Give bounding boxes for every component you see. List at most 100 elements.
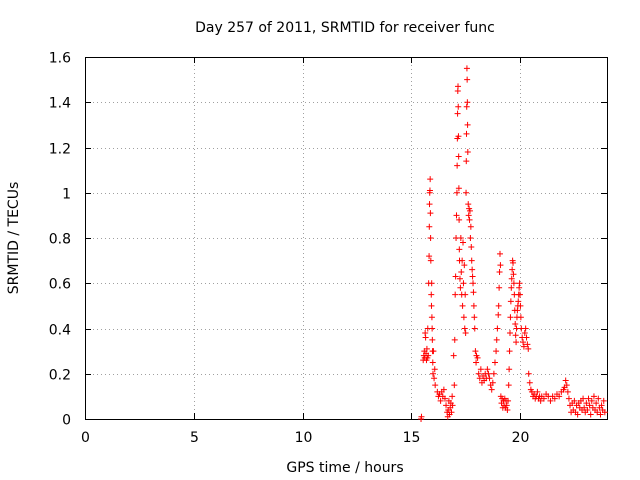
data-point	[574, 411, 581, 418]
data-point	[428, 291, 435, 298]
data-point	[464, 99, 471, 106]
data-point	[524, 341, 531, 348]
data-point	[526, 379, 533, 386]
data-point	[469, 273, 476, 280]
y-tick-label: 0.6	[49, 277, 71, 293]
data-point	[547, 397, 554, 404]
data-point	[451, 382, 458, 389]
data-point	[590, 393, 597, 400]
y-tick-label: 0.4	[49, 323, 71, 339]
data-point	[525, 370, 532, 377]
data-point	[472, 348, 479, 355]
data-point	[461, 262, 468, 269]
data-point	[598, 402, 605, 409]
data-point	[485, 370, 492, 377]
data-point	[463, 103, 470, 110]
data-point	[517, 314, 524, 321]
data-point	[426, 201, 433, 208]
data-point	[455, 103, 462, 110]
data-point	[455, 83, 462, 90]
data-point	[425, 352, 432, 359]
y-tick-label: 1	[62, 187, 71, 203]
data-point	[510, 280, 517, 287]
chart-title: Day 257 of 2011, SRMTID for receiver fun…	[195, 20, 495, 36]
data-point	[564, 388, 571, 395]
data-point	[474, 354, 481, 361]
data-point	[488, 386, 495, 393]
y-tick-label: 1.2	[49, 142, 71, 158]
data-point	[497, 262, 504, 269]
data-point	[443, 402, 450, 409]
x-tick-label: 5	[190, 430, 199, 446]
y-tick-label: 1.6	[49, 51, 71, 67]
data-point	[551, 395, 558, 402]
data-point	[583, 400, 590, 407]
data-point	[520, 339, 527, 346]
data-point	[517, 302, 524, 309]
data-point	[427, 210, 434, 217]
data-point	[507, 314, 514, 321]
data-point	[510, 271, 517, 278]
data-point	[537, 397, 544, 404]
x-axis-label: GPS time / hours	[286, 460, 403, 476]
data-point	[475, 370, 482, 377]
data-point	[463, 130, 470, 137]
data-point	[565, 395, 572, 402]
data-point	[494, 325, 501, 332]
data-point	[506, 348, 513, 355]
plot-frame	[85, 57, 608, 420]
data-point	[464, 76, 471, 83]
data-point	[508, 284, 515, 291]
y-tick-label: 0.2	[49, 368, 71, 384]
data-point	[507, 298, 514, 305]
data-point	[593, 400, 600, 407]
data-point	[454, 162, 461, 169]
data-point	[493, 348, 500, 355]
data-point	[504, 406, 511, 413]
data-point	[457, 235, 464, 241]
data-point	[456, 246, 463, 253]
data-point	[453, 212, 460, 219]
data-point	[465, 212, 472, 219]
data-point	[468, 244, 475, 251]
data-point	[423, 345, 430, 352]
data-point	[584, 406, 591, 413]
data-point	[600, 397, 607, 404]
data-point	[562, 377, 569, 384]
data-point	[512, 332, 519, 339]
data-point	[486, 375, 493, 382]
data-point	[585, 395, 592, 402]
data-point	[431, 366, 438, 373]
data-point	[470, 280, 477, 287]
data-point	[426, 253, 433, 260]
data-point	[467, 235, 474, 241]
data-point	[452, 291, 459, 298]
data-point	[429, 359, 436, 366]
data-point	[440, 386, 447, 393]
data-point	[503, 402, 510, 409]
data-point	[428, 314, 435, 321]
data-point	[506, 330, 513, 337]
data-point	[496, 284, 503, 291]
data-point	[422, 334, 429, 341]
data-point	[586, 402, 593, 409]
data-point	[460, 239, 467, 246]
data-point	[525, 345, 532, 352]
data-point	[467, 223, 474, 230]
data-point	[455, 153, 462, 160]
data-point	[595, 395, 602, 402]
y-tick-label: 0.8	[49, 232, 71, 248]
data-point	[540, 395, 547, 402]
data-point	[454, 110, 461, 117]
data-point	[495, 302, 502, 309]
data-point	[496, 268, 503, 275]
data-point	[534, 388, 541, 395]
data-point	[428, 280, 435, 287]
data-point	[594, 409, 601, 416]
data-point	[432, 382, 439, 389]
y-axis-label: SRMTID / TECUs	[6, 182, 22, 295]
data-point	[512, 320, 519, 327]
data-point	[505, 382, 512, 389]
data-point	[509, 266, 516, 273]
data-point	[588, 397, 595, 404]
